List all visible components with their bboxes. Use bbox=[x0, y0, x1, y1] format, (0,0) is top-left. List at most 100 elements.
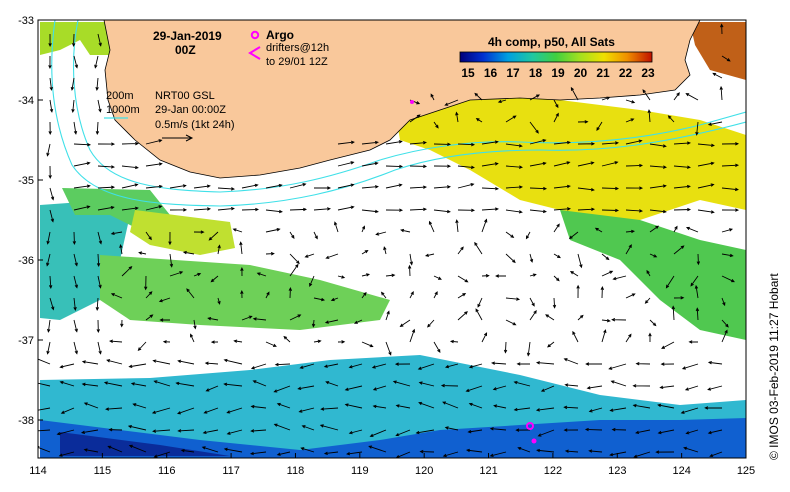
current-vector-arrow bbox=[433, 291, 438, 299]
current-vector-arrow bbox=[95, 121, 100, 136]
current-vector-arrow bbox=[625, 293, 636, 299]
current-vector-arrow bbox=[58, 451, 75, 457]
lat-tick-label: -34 bbox=[18, 95, 34, 107]
current-vector-arrow bbox=[409, 185, 428, 189]
current-vector-arrow bbox=[633, 451, 651, 458]
current-vector-arrow bbox=[49, 297, 55, 311]
current-vector-arrow bbox=[601, 208, 620, 213]
current-vector-arrow bbox=[671, 305, 676, 321]
current-vector-arrow bbox=[145, 184, 163, 189]
current-vector-arrow bbox=[145, 205, 163, 211]
current-vector-arrow bbox=[325, 253, 339, 259]
current-vector-arrow bbox=[673, 165, 691, 169]
current-vector-arrow bbox=[409, 114, 421, 123]
current-vector-arrow bbox=[193, 230, 205, 234]
current-vector-arrow bbox=[96, 253, 101, 268]
current-vector-arrow bbox=[38, 407, 51, 411]
current-vector-arrow bbox=[481, 218, 488, 233]
current-vector-arrow bbox=[241, 183, 259, 189]
current-vector-arrow bbox=[647, 109, 651, 123]
current-vector-arrow bbox=[130, 382, 147, 387]
current-vector-arrow bbox=[449, 339, 459, 344]
vector-scale-arrow bbox=[162, 134, 194, 142]
sst-patch-shelf-warm bbox=[395, 95, 746, 230]
current-vector-arrow bbox=[330, 297, 339, 302]
current-vector-arrow bbox=[712, 72, 723, 79]
current-vector-arrow bbox=[81, 360, 99, 365]
current-vector-arrow bbox=[577, 207, 596, 212]
colorbar-tick-label: 17 bbox=[506, 66, 520, 80]
current-vector-arrow bbox=[217, 297, 221, 305]
argo-legend-icon bbox=[250, 30, 260, 40]
current-vector-arrow bbox=[276, 402, 291, 409]
current-vector-arrow bbox=[73, 275, 78, 289]
current-vector-arrow bbox=[407, 264, 412, 277]
colorbar-tick-label: 21 bbox=[596, 66, 610, 80]
current-vector-arrow bbox=[193, 207, 211, 211]
current-vector-arrow bbox=[121, 165, 139, 170]
current-vector-arrow bbox=[481, 332, 488, 343]
current-vector-arrow bbox=[690, 275, 699, 287]
current-vector-arrow bbox=[169, 271, 184, 277]
current-vector-arrow bbox=[609, 407, 627, 412]
current-vector-arrow bbox=[625, 186, 644, 190]
current-vector-arrow bbox=[540, 385, 555, 392]
current-vector-arrow bbox=[649, 319, 657, 327]
current-vector-arrow bbox=[323, 363, 339, 368]
current-vector-arrow bbox=[537, 429, 555, 437]
current-vector-arrow bbox=[313, 231, 318, 240]
current-vector-arrow bbox=[419, 449, 435, 454]
current-vector-arrow bbox=[162, 340, 171, 344]
current-vector-arrow bbox=[83, 402, 99, 409]
current-vector-arrow bbox=[697, 209, 715, 214]
current-vector-arrow bbox=[409, 141, 427, 145]
current-vector-arrow bbox=[577, 314, 584, 321]
current-vector-arrow bbox=[505, 143, 523, 148]
current-vector-arrow bbox=[394, 362, 411, 366]
current-vector-arrow bbox=[442, 401, 459, 409]
current-vector-arrow bbox=[145, 162, 163, 167]
current-vector-arrow bbox=[372, 385, 387, 391]
current-vector-arrow bbox=[632, 384, 651, 388]
current-vector-arrow bbox=[553, 99, 559, 109]
current-vector-arrow bbox=[649, 165, 667, 169]
current-vector-arrow bbox=[70, 77, 75, 91]
sst-patch-east-green bbox=[560, 210, 746, 340]
colorbar-title: 4h comp, p50, All Sats bbox=[488, 35, 615, 49]
current-vector-arrow bbox=[385, 310, 390, 321]
lat-tick-label: -35 bbox=[18, 175, 34, 187]
current-vector-arrow bbox=[474, 92, 483, 101]
current-vector-arrow bbox=[577, 161, 595, 167]
current-vector-arrow bbox=[95, 77, 99, 91]
current-vector-arrow bbox=[205, 385, 219, 392]
current-vector-arrow bbox=[73, 253, 78, 267]
current-vector-arrow bbox=[632, 403, 651, 409]
current-vector-arrow bbox=[97, 33, 102, 47]
current-vector-arrow bbox=[300, 447, 315, 453]
current-vector-arrow bbox=[110, 293, 123, 299]
current-vector-arrow bbox=[697, 183, 715, 189]
vector-scale-label: 0.5m/s (1kt 24h) bbox=[155, 119, 234, 131]
current-vector-arrow bbox=[625, 333, 632, 343]
current-vectors bbox=[38, 23, 740, 458]
current-vector-arrow bbox=[289, 231, 295, 239]
current-vector-arrow bbox=[477, 297, 483, 308]
current-vector-arrow bbox=[553, 112, 559, 123]
current-vector-arrow bbox=[38, 358, 51, 365]
current-vector-arrow bbox=[273, 385, 291, 393]
current-vector-arrow bbox=[265, 209, 283, 214]
current-vector-arrow bbox=[304, 253, 315, 258]
current-vector-arrow bbox=[505, 185, 523, 189]
current-vector-arrow bbox=[433, 209, 451, 214]
current-vector-arrow bbox=[489, 427, 507, 431]
current-vector-arrow bbox=[610, 380, 627, 387]
current-vector-arrow bbox=[73, 205, 91, 211]
current-vector-arrow bbox=[353, 319, 363, 324]
sst-patch-east-warm bbox=[690, 22, 746, 80]
current-vector-arrow bbox=[553, 140, 571, 145]
current-vector-arrow bbox=[577, 187, 595, 192]
current-vector-arrow bbox=[721, 187, 739, 192]
current-vector-arrow bbox=[333, 221, 339, 233]
current-vector-arrow bbox=[265, 183, 283, 189]
current-vector-arrow bbox=[505, 115, 517, 123]
